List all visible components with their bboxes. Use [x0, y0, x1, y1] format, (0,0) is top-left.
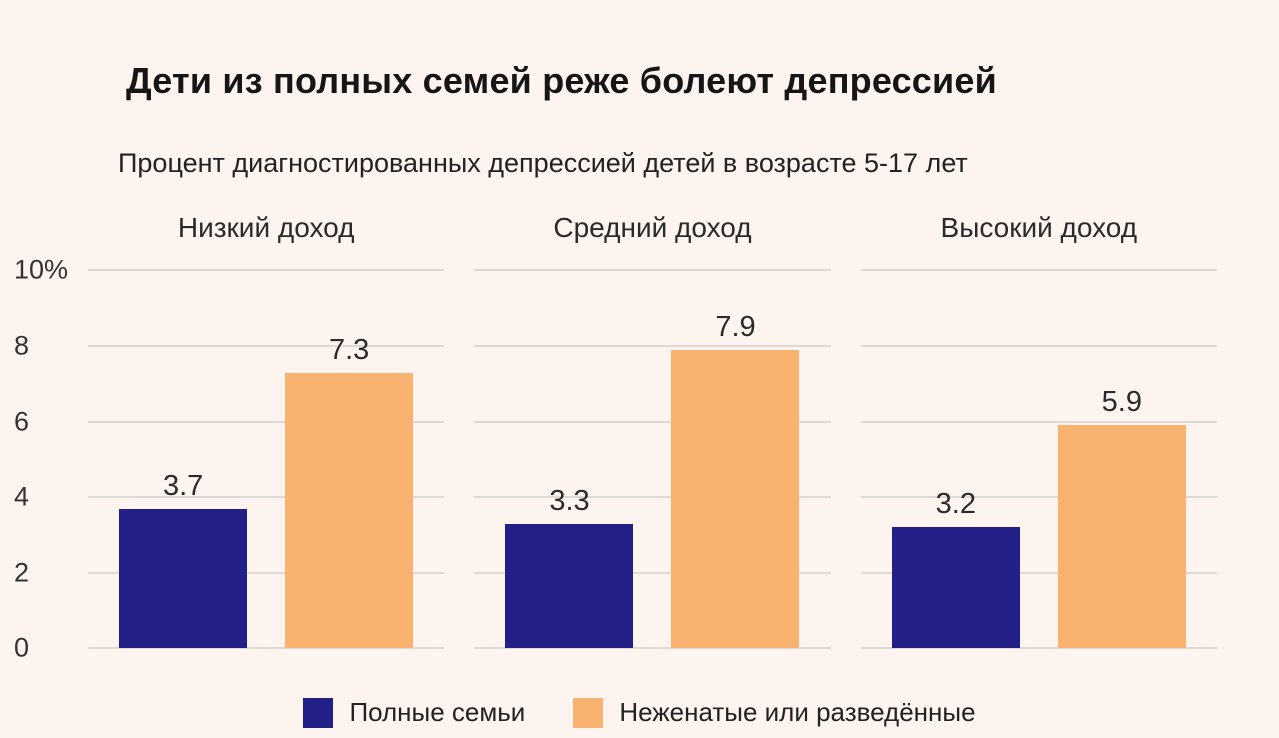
- legend: Полные семьи Неженатые или разведённые: [0, 697, 1279, 728]
- chart-panels: Низкий доход 3.7 7.3 Средний доход 3.3 7.9 Выс…: [88, 211, 1217, 650]
- bar-group: 3.2 5.9: [861, 270, 1217, 649]
- bar: [671, 349, 800, 649]
- gridline: [474, 345, 831, 348]
- bar-column-primary: 3.3: [505, 484, 634, 649]
- gridline: [860, 571, 1217, 574]
- gridline: [88, 420, 445, 423]
- bar-chart: 10% 8 6 4 2 0 Низкий доход 3.7 7.3 Средний доход…: [0, 211, 1279, 663]
- y-tick-label: 0: [14, 632, 30, 663]
- bar-group: 3.7 7.3: [88, 270, 444, 649]
- gridline: [474, 496, 831, 499]
- bar: [891, 527, 1020, 649]
- bar-column-primary: 3.2: [891, 488, 1020, 649]
- bar: [1057, 425, 1186, 649]
- plot-area: 3.3 7.9: [474, 269, 831, 650]
- gridline: [474, 647, 831, 650]
- chart-title: Дети из полных семей реже болеют депресс…: [126, 60, 997, 101]
- bar-value-label: 5.9: [1101, 386, 1142, 419]
- gridline: [860, 647, 1217, 650]
- legend-swatch: [573, 697, 604, 728]
- gridline: [474, 269, 831, 272]
- bar: [505, 523, 634, 649]
- gridline: [88, 496, 445, 499]
- bar-group: 3.3 7.9: [474, 270, 830, 649]
- bar-value-label: 7.9: [715, 310, 756, 343]
- legend-item: Неженатые или разведённые: [573, 697, 976, 728]
- y-axis: 10% 8 6 4 2 0: [0, 255, 88, 663]
- gridline: [474, 571, 831, 574]
- gridline: [88, 269, 445, 272]
- panel-title: Высокий доход: [940, 212, 1138, 244]
- bar-column-secondary: 7.3: [285, 333, 414, 649]
- bar-value-label: 3.2: [935, 488, 976, 521]
- plot-area: 3.2 5.9: [860, 269, 1217, 650]
- plot-area: 3.7 7.3: [88, 269, 445, 650]
- chart-panel: Высокий доход 3.2 5.9: [860, 211, 1217, 650]
- gridline: [88, 571, 445, 574]
- legend-swatch: [303, 697, 334, 728]
- bar-column-secondary: 5.9: [1057, 386, 1186, 649]
- panel-title: Средний доход: [553, 212, 752, 244]
- bar-column-secondary: 7.9: [671, 310, 800, 649]
- gridline: [860, 420, 1217, 423]
- gridline: [88, 345, 445, 348]
- y-tick-label: 4: [14, 481, 30, 512]
- chart-panel: Средний доход 3.3 7.9: [474, 211, 831, 650]
- bar-value-label: 3.7: [162, 469, 204, 502]
- gridline: [860, 345, 1217, 348]
- gridline: [474, 420, 831, 423]
- bar: [285, 372, 414, 649]
- gridline: [88, 647, 445, 650]
- chart-subtitle: Процент диагностированных депрессией дет…: [118, 148, 968, 179]
- bar: [119, 508, 248, 649]
- bar-value-label: 3.3: [549, 484, 590, 517]
- gridline: [860, 496, 1217, 499]
- gridline: [860, 269, 1217, 272]
- y-tick-label: 10%: [14, 254, 69, 285]
- y-tick-label: 2: [14, 557, 30, 588]
- y-tick-label: 8: [14, 330, 30, 361]
- legend-item: Полные семьи: [303, 697, 525, 728]
- legend-label: Полные семьи: [349, 697, 526, 728]
- bar-column-primary: 3.7: [119, 469, 248, 649]
- legend-label: Неженатые или разведённые: [619, 697, 976, 728]
- y-tick-label: 6: [14, 406, 30, 437]
- bar-value-label: 7.3: [328, 333, 370, 366]
- chart-panel: Низкий доход 3.7 7.3: [88, 211, 445, 650]
- panel-title: Низкий доход: [177, 212, 355, 244]
